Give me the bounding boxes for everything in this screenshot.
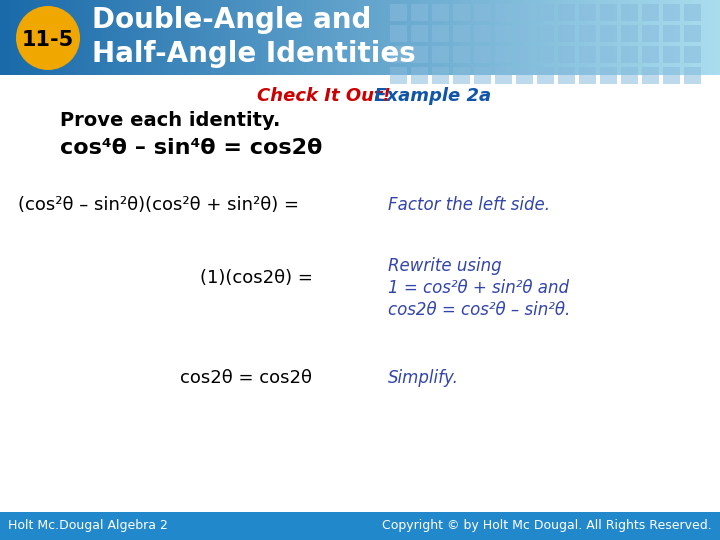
FancyBboxPatch shape: [495, 4, 512, 21]
FancyBboxPatch shape: [411, 67, 428, 84]
FancyBboxPatch shape: [663, 67, 680, 84]
FancyBboxPatch shape: [474, 4, 491, 21]
FancyBboxPatch shape: [600, 25, 617, 42]
Text: 11-5: 11-5: [22, 30, 74, 50]
FancyBboxPatch shape: [537, 46, 554, 63]
FancyBboxPatch shape: [411, 25, 428, 42]
Circle shape: [16, 6, 80, 70]
FancyBboxPatch shape: [621, 46, 638, 63]
Text: Holt Mc.Dougal Algebra 2: Holt Mc.Dougal Algebra 2: [8, 519, 168, 532]
FancyBboxPatch shape: [516, 4, 533, 21]
FancyBboxPatch shape: [432, 25, 449, 42]
FancyBboxPatch shape: [495, 46, 512, 63]
FancyBboxPatch shape: [579, 67, 596, 84]
Text: cos2θ = cos²θ – sin²θ.: cos2θ = cos²θ – sin²θ.: [388, 301, 570, 319]
Text: Example 2a: Example 2a: [368, 87, 491, 105]
FancyBboxPatch shape: [600, 4, 617, 21]
FancyBboxPatch shape: [642, 67, 659, 84]
FancyBboxPatch shape: [663, 25, 680, 42]
Text: Half-Angle Identities: Half-Angle Identities: [92, 40, 415, 68]
FancyBboxPatch shape: [537, 25, 554, 42]
FancyBboxPatch shape: [663, 46, 680, 63]
FancyBboxPatch shape: [411, 46, 428, 63]
Text: 1 = cos²θ + sin²θ and: 1 = cos²θ + sin²θ and: [388, 279, 569, 297]
Text: Check It Out!: Check It Out!: [257, 87, 391, 105]
FancyBboxPatch shape: [600, 67, 617, 84]
FancyBboxPatch shape: [432, 4, 449, 21]
FancyBboxPatch shape: [684, 4, 701, 21]
FancyBboxPatch shape: [432, 46, 449, 63]
Text: Simplify.: Simplify.: [388, 369, 459, 387]
FancyBboxPatch shape: [453, 25, 470, 42]
FancyBboxPatch shape: [600, 46, 617, 63]
Text: Copyright © by Holt Mc Dougal. All Rights Reserved.: Copyright © by Holt Mc Dougal. All Right…: [382, 519, 712, 532]
FancyBboxPatch shape: [642, 46, 659, 63]
FancyBboxPatch shape: [642, 4, 659, 21]
FancyBboxPatch shape: [537, 67, 554, 84]
Text: (1)(cos2θ) =: (1)(cos2θ) =: [200, 269, 313, 287]
FancyBboxPatch shape: [684, 25, 701, 42]
FancyBboxPatch shape: [474, 46, 491, 63]
FancyBboxPatch shape: [453, 46, 470, 63]
FancyBboxPatch shape: [558, 67, 575, 84]
FancyBboxPatch shape: [453, 4, 470, 21]
FancyBboxPatch shape: [579, 4, 596, 21]
FancyBboxPatch shape: [390, 67, 407, 84]
FancyBboxPatch shape: [684, 67, 701, 84]
FancyBboxPatch shape: [558, 46, 575, 63]
FancyBboxPatch shape: [663, 4, 680, 21]
FancyBboxPatch shape: [411, 4, 428, 21]
FancyBboxPatch shape: [579, 25, 596, 42]
FancyBboxPatch shape: [453, 67, 470, 84]
Text: (cos²θ – sin²θ)(cos²θ + sin²θ) =: (cos²θ – sin²θ)(cos²θ + sin²θ) =: [18, 196, 299, 214]
FancyBboxPatch shape: [516, 46, 533, 63]
Text: Prove each identity.: Prove each identity.: [60, 111, 280, 130]
FancyBboxPatch shape: [390, 25, 407, 42]
FancyBboxPatch shape: [684, 46, 701, 63]
FancyBboxPatch shape: [537, 4, 554, 21]
FancyBboxPatch shape: [621, 25, 638, 42]
FancyBboxPatch shape: [474, 67, 491, 84]
Text: cos⁴θ – sin⁴θ = cos2θ: cos⁴θ – sin⁴θ = cos2θ: [60, 138, 323, 158]
FancyBboxPatch shape: [516, 25, 533, 42]
FancyBboxPatch shape: [432, 67, 449, 84]
FancyBboxPatch shape: [621, 4, 638, 21]
FancyBboxPatch shape: [558, 25, 575, 42]
FancyBboxPatch shape: [495, 25, 512, 42]
FancyBboxPatch shape: [390, 46, 407, 63]
FancyBboxPatch shape: [0, 512, 720, 540]
Text: Factor the left side.: Factor the left side.: [388, 196, 550, 214]
FancyBboxPatch shape: [516, 67, 533, 84]
FancyBboxPatch shape: [621, 67, 638, 84]
Text: cos2θ = cos2θ: cos2θ = cos2θ: [180, 369, 312, 387]
FancyBboxPatch shape: [642, 25, 659, 42]
FancyBboxPatch shape: [390, 4, 407, 21]
FancyBboxPatch shape: [579, 46, 596, 63]
FancyBboxPatch shape: [474, 25, 491, 42]
Text: Double-Angle and: Double-Angle and: [92, 6, 372, 34]
Text: Rewrite using: Rewrite using: [388, 257, 502, 275]
FancyBboxPatch shape: [495, 67, 512, 84]
FancyBboxPatch shape: [558, 4, 575, 21]
